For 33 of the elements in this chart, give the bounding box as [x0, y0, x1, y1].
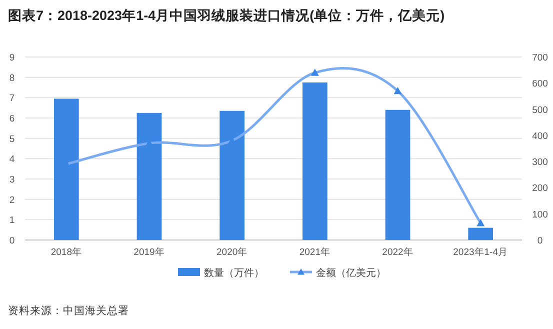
chart-title: 图表7：2018-2023年1-4月中国羽绒服装进口情况(单位：万件，亿美元) — [8, 7, 445, 23]
x-tick-label: 2022年 — [382, 246, 414, 258]
y2-tick-label: 100 — [532, 209, 548, 220]
y2-tick-label: 600 — [532, 78, 548, 90]
x-tick-label: 2021年 — [299, 246, 330, 258]
y-tick-label: 7 — [9, 93, 15, 104]
y2-tick-label: 200 — [532, 183, 548, 194]
x-tick-label: 2019年 — [134, 246, 165, 258]
x-tick-label: 2020年 — [216, 246, 248, 258]
x-tick-label: 2023年1-4月 — [453, 246, 508, 258]
y-tick-label: 1 — [9, 215, 15, 226]
bar — [54, 98, 79, 240]
y-tick-label: 8 — [9, 72, 15, 84]
y2-tick-label: 700 — [532, 52, 548, 64]
legend-label: 金额（亿美元） — [316, 267, 386, 279]
y-tick-label: 0 — [9, 236, 15, 246]
y-tick-label: 9 — [9, 52, 15, 64]
y-tick-label: 3 — [9, 174, 15, 186]
y2-tick-label: 400 — [532, 130, 548, 142]
y-tick-label: 5 — [9, 134, 15, 145]
legend-label: 数量（万件） — [204, 268, 264, 279]
y2-tick-label: 0 — [537, 236, 543, 246]
bar — [385, 110, 410, 240]
bar — [302, 82, 328, 240]
bar — [136, 112, 162, 240]
y-tick-label: 4 — [9, 154, 15, 166]
bar — [220, 110, 245, 240]
y-tick-label: 2 — [9, 194, 15, 206]
y2-tick-label: 300 — [532, 157, 548, 168]
text: 资料来源：中国海关总署 — [8, 304, 129, 317]
y-tick-label: 6 — [9, 114, 15, 124]
x-tick-label: 2018年 — [50, 246, 82, 258]
y2-tick-label: 500 — [532, 104, 548, 116]
